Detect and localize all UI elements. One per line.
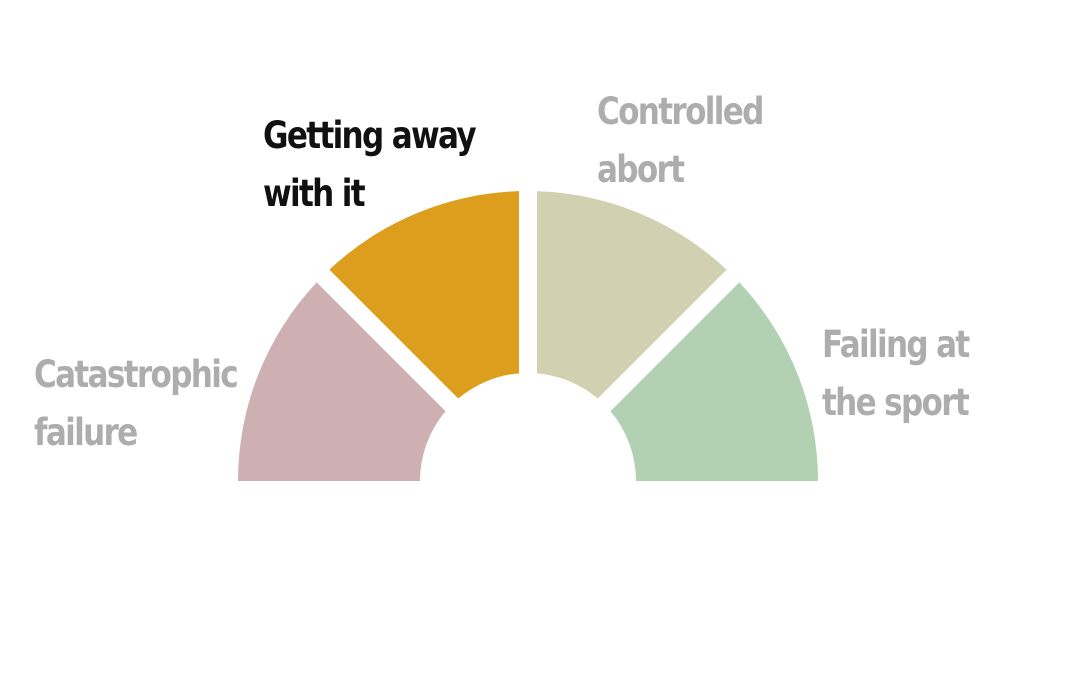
label-failing-at-the-sport-line-2: the sport	[822, 381, 970, 424]
label-getting-away-with-it-line-1: Getting away	[263, 114, 477, 157]
label-catastrophic-failure: Catastrophic failure	[34, 346, 239, 462]
label-getting-away-with-it: Getting away with it	[263, 107, 477, 223]
label-controlled-abort-line-2: abort	[597, 148, 685, 191]
label-catastrophic-failure-line-2: failure	[34, 411, 138, 454]
gauge-segment-failing-at-the-sport	[610, 282, 818, 481]
label-failing-at-the-sport-line-1: Failing at	[822, 323, 970, 366]
label-controlled-abort-line-1: Controlled	[597, 90, 764, 133]
label-getting-away-with-it-line-2: with it	[263, 172, 366, 215]
gauge-segment-controlled-abort	[536, 191, 727, 399]
label-controlled-abort: Controlled abort	[597, 83, 764, 199]
gauge-segment-catastrophic-failure	[238, 282, 446, 481]
label-failing-at-the-sport: Failing at the sport	[822, 316, 970, 432]
gauge-segment-getting-away-with-it	[329, 191, 520, 399]
label-catastrophic-failure-line-1: Catastrophic	[34, 353, 239, 396]
